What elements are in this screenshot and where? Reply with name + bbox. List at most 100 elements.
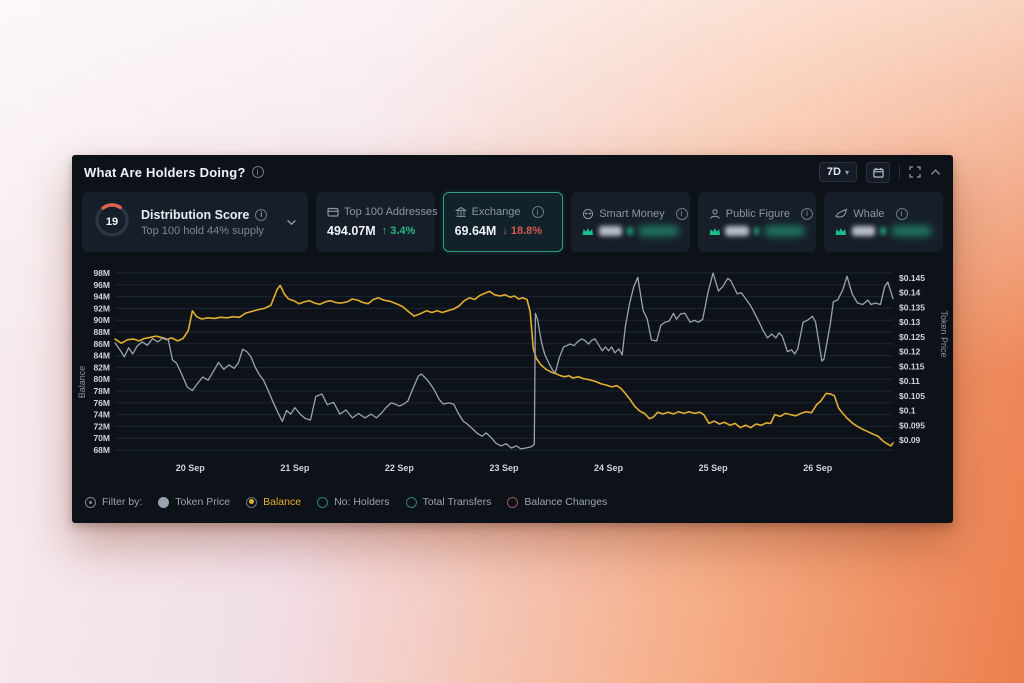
- price-axis-title: Token Price: [939, 310, 949, 357]
- filter-info-icon: [85, 496, 96, 508]
- blurred-change-dot: [880, 227, 886, 235]
- blurred-value: [725, 226, 749, 236]
- metric-card-whale[interactable]: Whale i: [824, 192, 943, 252]
- radio-empty-icon[interactable]: [405, 496, 417, 508]
- x-axis-tick-label: 25 Sep: [699, 463, 729, 473]
- chevron-down-icon[interactable]: [286, 219, 297, 226]
- price-axis-tick-label: $0.125: [899, 332, 925, 342]
- x-axis-tick-label: 24 Sep: [594, 463, 624, 473]
- public-figure-info-icon[interactable]: i: [800, 207, 813, 220]
- price-axis-tick-label: $0.09: [899, 435, 921, 445]
- distribution-score-value: 19: [105, 216, 119, 228]
- filter-option-balance-changes[interactable]: Balance Changes: [507, 496, 607, 508]
- filter-by-label: Filter by:: [85, 496, 142, 508]
- x-axis-tick-label: 21 Sep: [280, 463, 310, 473]
- time-range-dropdown[interactable]: 7D ▾: [818, 162, 857, 182]
- chart-area[interactable]: 98M 96M 94M 92M 90M 88M 86M 84M 82M 80M 78M 76M 74M 7…: [72, 258, 953, 490]
- locked-value-row: [835, 226, 932, 237]
- bank-icon: [454, 206, 467, 217]
- crown-icon: [582, 227, 594, 235]
- metric-card-exchange[interactable]: Exchange i 69.64M ↓ 18.8%: [442, 192, 564, 252]
- crown-icon: [835, 227, 847, 235]
- y-axis-tick-label: 84M: [93, 351, 110, 361]
- metric-value: 494.07M: [327, 224, 376, 238]
- holders-chart[interactable]: 98M96M94M92M90M88M86M84M82M80M78M76M74M7…: [72, 258, 953, 490]
- fullscreen-icon: [909, 166, 921, 178]
- metric-card-top100[interactable]: Top 100 Addresses i 494.07M ↑ 3.4%: [316, 192, 461, 252]
- x-axis-tick-label: 20 Sep: [176, 463, 206, 473]
- metric-label: Top 100 Addresses: [344, 206, 438, 218]
- y-axis-tick-label: 74M: [93, 410, 110, 420]
- metric-change-down: ↓ 18.8%: [502, 225, 543, 237]
- y-axis-title: Balance: [77, 366, 87, 399]
- header-controls: 7D ▾: [818, 161, 941, 183]
- distribution-score-gauge: 19: [93, 201, 131, 244]
- widget-header: What Are Holders Doing? i 7D ▾: [72, 155, 953, 189]
- y-axis-tick-label: 72M: [93, 421, 110, 431]
- crown-icon: [709, 227, 720, 235]
- radio-filled-icon[interactable]: [158, 496, 170, 508]
- blurred-change: [637, 226, 679, 236]
- filter-option-no-holders[interactable]: No: Holders: [317, 496, 390, 508]
- y-axis-tick-label: 88M: [93, 327, 110, 337]
- exchange-info-icon[interactable]: i: [531, 206, 544, 218]
- balance-series-line: [114, 284, 894, 447]
- y-axis-tick-label: 78M: [93, 386, 110, 396]
- y-axis-tick-label: 80M: [93, 374, 110, 384]
- y-axis-tick-label: 96M: [93, 280, 110, 290]
- whale-icon: [835, 207, 848, 218]
- time-range-label: 7D: [826, 166, 841, 178]
- fullscreen-button[interactable]: [909, 166, 921, 178]
- metric-label: Exchange: [471, 206, 521, 218]
- header-divider: [899, 165, 900, 179]
- metric-card-smart-money[interactable]: Smart Money i: [571, 192, 690, 252]
- price-axis-tick-label: $0.115: [899, 361, 925, 371]
- price-axis-tick-label: $0.14: [899, 288, 921, 298]
- smart-money-info-icon[interactable]: i: [675, 207, 688, 220]
- metric-label: Public Figure: [725, 207, 790, 220]
- calendar-button[interactable]: [866, 161, 890, 183]
- price-axis-tick-label: $0.1: [899, 406, 916, 416]
- y-axis-tick-label: 90M: [93, 315, 110, 325]
- page-title: What Are Holders Doing?: [84, 164, 246, 180]
- metric-value: 69.64M: [454, 224, 497, 238]
- smart-money-icon: [583, 208, 594, 219]
- token-price-series-line: [114, 272, 894, 450]
- gauge-ring: [95, 202, 129, 237]
- blurred-value: [852, 226, 876, 236]
- blurred-value: [598, 226, 623, 236]
- whale-info-icon[interactable]: i: [895, 207, 908, 220]
- y-axis-tick-label: 94M: [93, 292, 110, 302]
- metric-label: Whale: [853, 207, 885, 220]
- filter-option-balance[interactable]: Balance: [246, 496, 301, 508]
- collapse-button[interactable]: [930, 168, 941, 176]
- chevron-up-icon: [930, 169, 941, 175]
- title-info-icon[interactable]: i: [251, 166, 264, 178]
- distribution-score-subtitle: Top 100 hold 44% supply: [141, 224, 264, 237]
- y-axis-tick-label: 70M: [93, 433, 110, 443]
- distribution-score-title: Distribution Score: [141, 207, 250, 222]
- price-axis-tick-label: $0.095: [899, 420, 925, 430]
- y-axis-tick-label: 82M: [93, 362, 110, 372]
- distribution-info-icon[interactable]: i: [255, 208, 268, 221]
- radio-empty-icon[interactable]: [507, 496, 519, 508]
- y-axis-tick-label: 68M: [93, 445, 110, 455]
- filter-option-total-transfers[interactable]: Total Transfers: [405, 496, 491, 508]
- radio-empty-icon[interactable]: [317, 496, 329, 508]
- price-axis-tick-label: $0.135: [899, 302, 925, 312]
- metric-card-public-figure[interactable]: Public Figure i: [697, 192, 817, 252]
- metric-change-up: ↑ 3.4%: [381, 225, 416, 237]
- metric-cards-row: 19 Distribution Score i Top 100 hold 44%…: [72, 189, 953, 252]
- filter-option-token-price[interactable]: Token Price: [158, 496, 230, 508]
- radio-selected-icon[interactable]: [246, 496, 258, 508]
- y-axis-tick-label: 76M: [93, 398, 110, 408]
- locked-value-row: [582, 226, 679, 237]
- blurred-change: [764, 226, 806, 236]
- calendar-icon: [872, 167, 884, 178]
- x-axis-tick-label: 22 Sep: [385, 463, 415, 473]
- price-axis-tick-label: $0.145: [899, 273, 925, 283]
- distribution-score-card[interactable]: 19 Distribution Score i Top 100 hold 44%…: [82, 192, 308, 252]
- caret-down-icon: ▾: [844, 167, 849, 177]
- holders-widget-panel: What Are Holders Doing? i 7D ▾: [72, 155, 953, 523]
- filter-bar: Filter by: Token Price Balance No: Holde…: [72, 490, 953, 508]
